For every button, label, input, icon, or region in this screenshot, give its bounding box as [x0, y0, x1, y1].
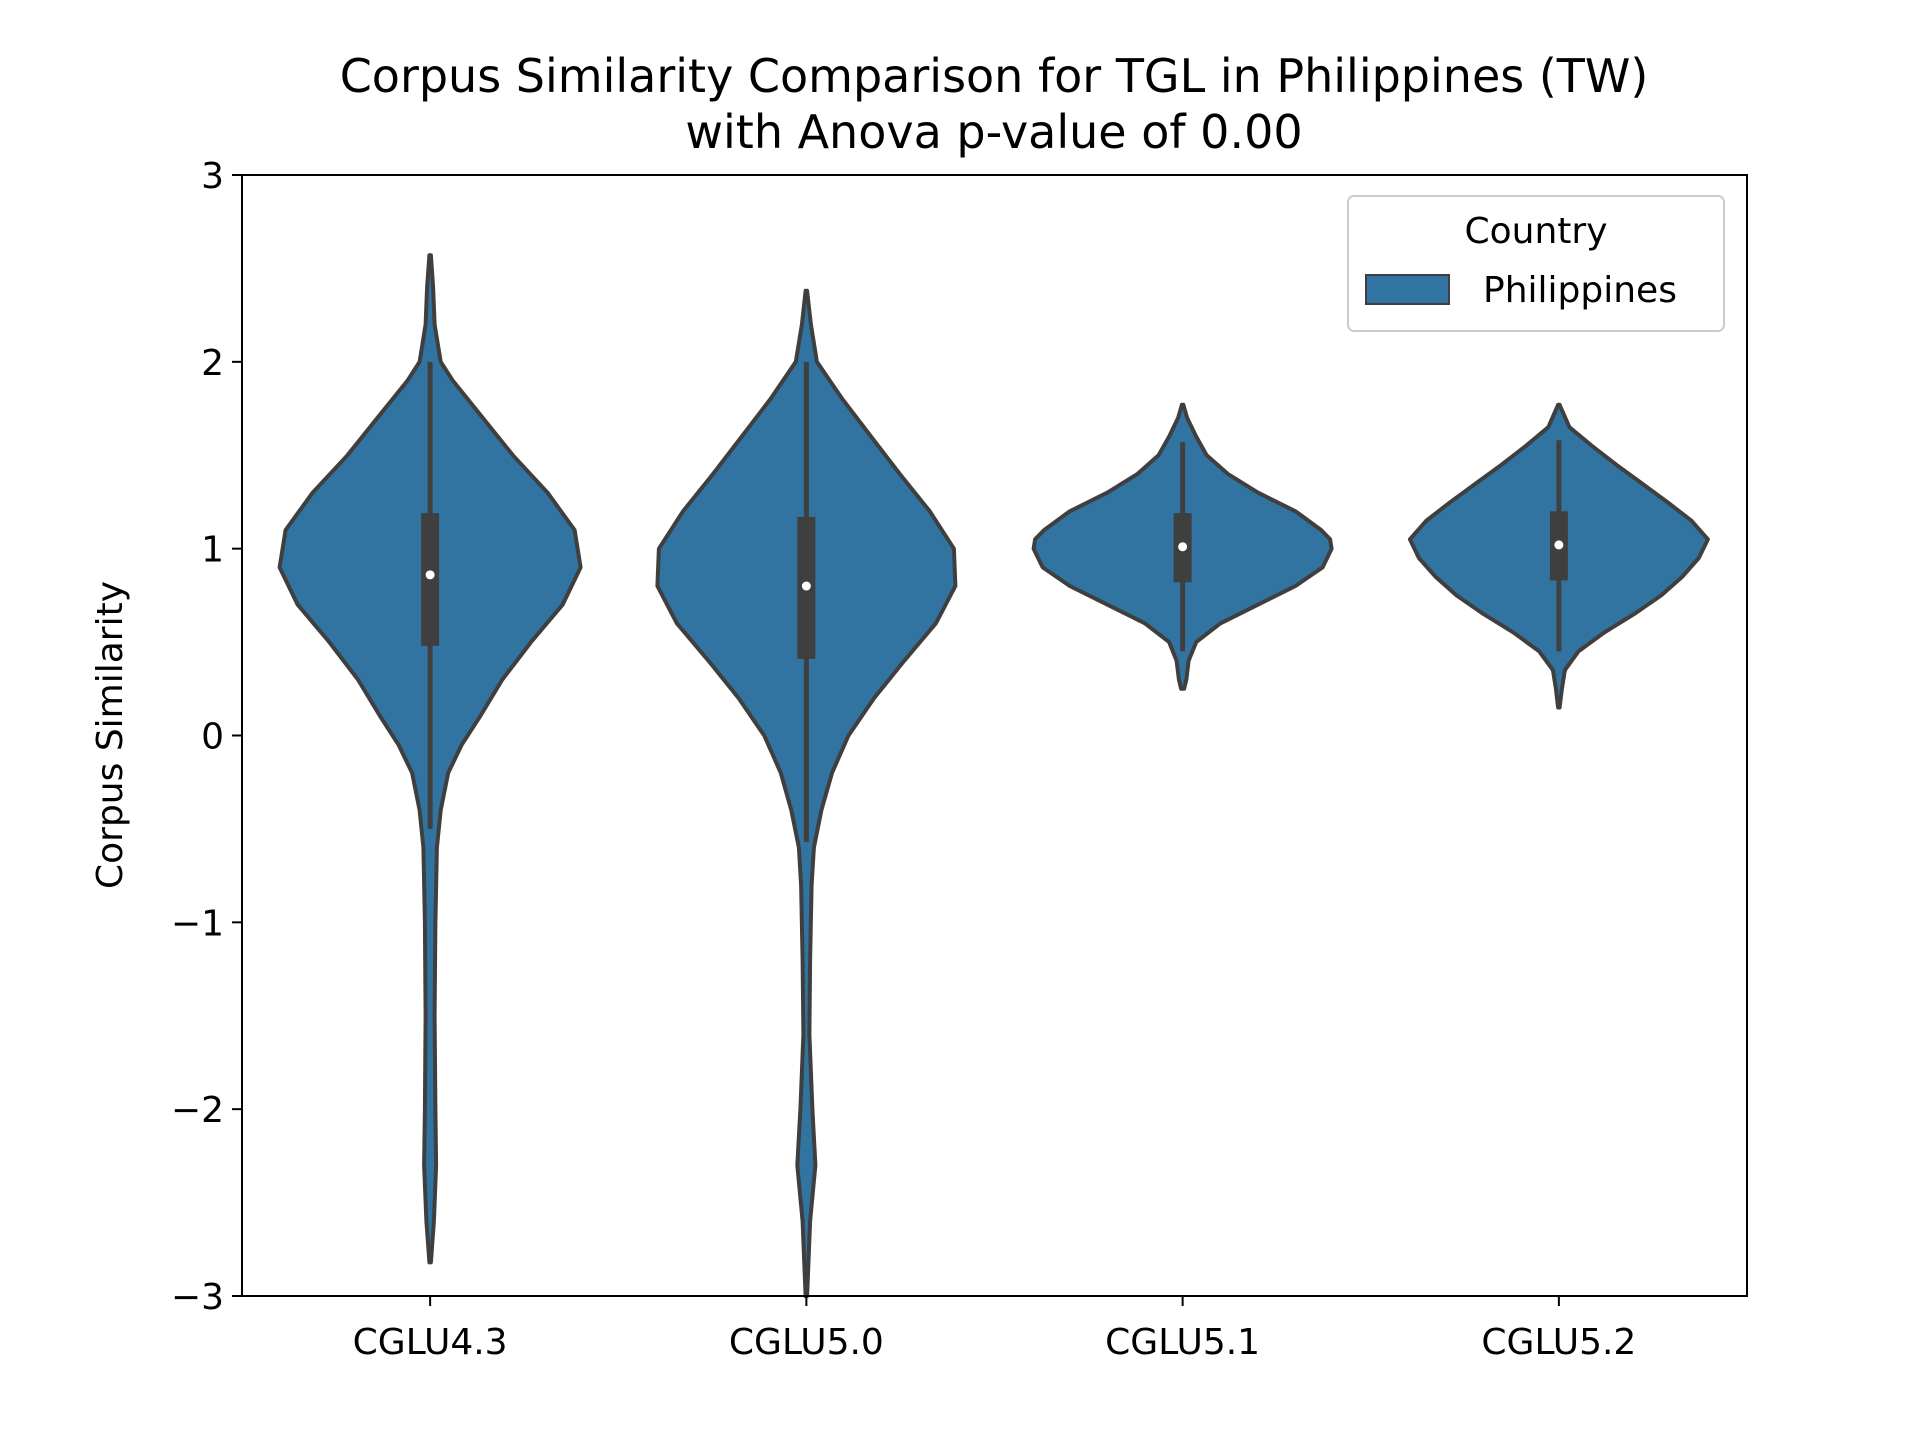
- iqr-box-cglu4-3: [421, 513, 440, 646]
- y-tick-label: 3: [201, 156, 224, 197]
- x-tick-label: CGLU5.1: [1105, 1322, 1260, 1363]
- legend: Country Philippines: [1347, 195, 1725, 332]
- y-tick-label: −1: [171, 903, 224, 944]
- median-marker-cglu5-1: [1178, 542, 1188, 552]
- y-tick-label: −3: [171, 1277, 224, 1318]
- legend-entry-philippines: Philippines: [1483, 270, 1677, 311]
- legend-swatch-philippines: [1365, 274, 1450, 305]
- chart-title: Corpus Similarity Comparison for TGL in …: [340, 49, 1649, 103]
- x-tick-label: CGLU5.0: [729, 1322, 884, 1363]
- y-tick-label: 1: [201, 530, 224, 571]
- y-axis-ticks: −3 −2 −1 0 1 2 3: [171, 156, 242, 1318]
- y-tick-label: 2: [201, 343, 224, 384]
- median-marker-cglu4-3: [425, 570, 435, 580]
- violins-layer: [277, 253, 1710, 1298]
- median-marker-cglu5-2: [1554, 540, 1564, 550]
- legend-title: Country: [1464, 211, 1607, 252]
- y-tick-label: 0: [201, 717, 224, 758]
- chart-subtitle: with Anova p-value of 0.00: [685, 105, 1302, 159]
- x-tick-label: CGLU4.3: [353, 1322, 508, 1363]
- y-tick-label: −2: [171, 1090, 224, 1131]
- y-axis-label: Corpus Similarity: [90, 581, 131, 889]
- x-tick-label: CGLU5.2: [1481, 1322, 1636, 1363]
- median-marker-cglu5-0: [801, 581, 811, 591]
- x-axis-ticks: CGLU4.3 CGLU5.0 CGLU5.1 CGLU5.2: [353, 1296, 1636, 1363]
